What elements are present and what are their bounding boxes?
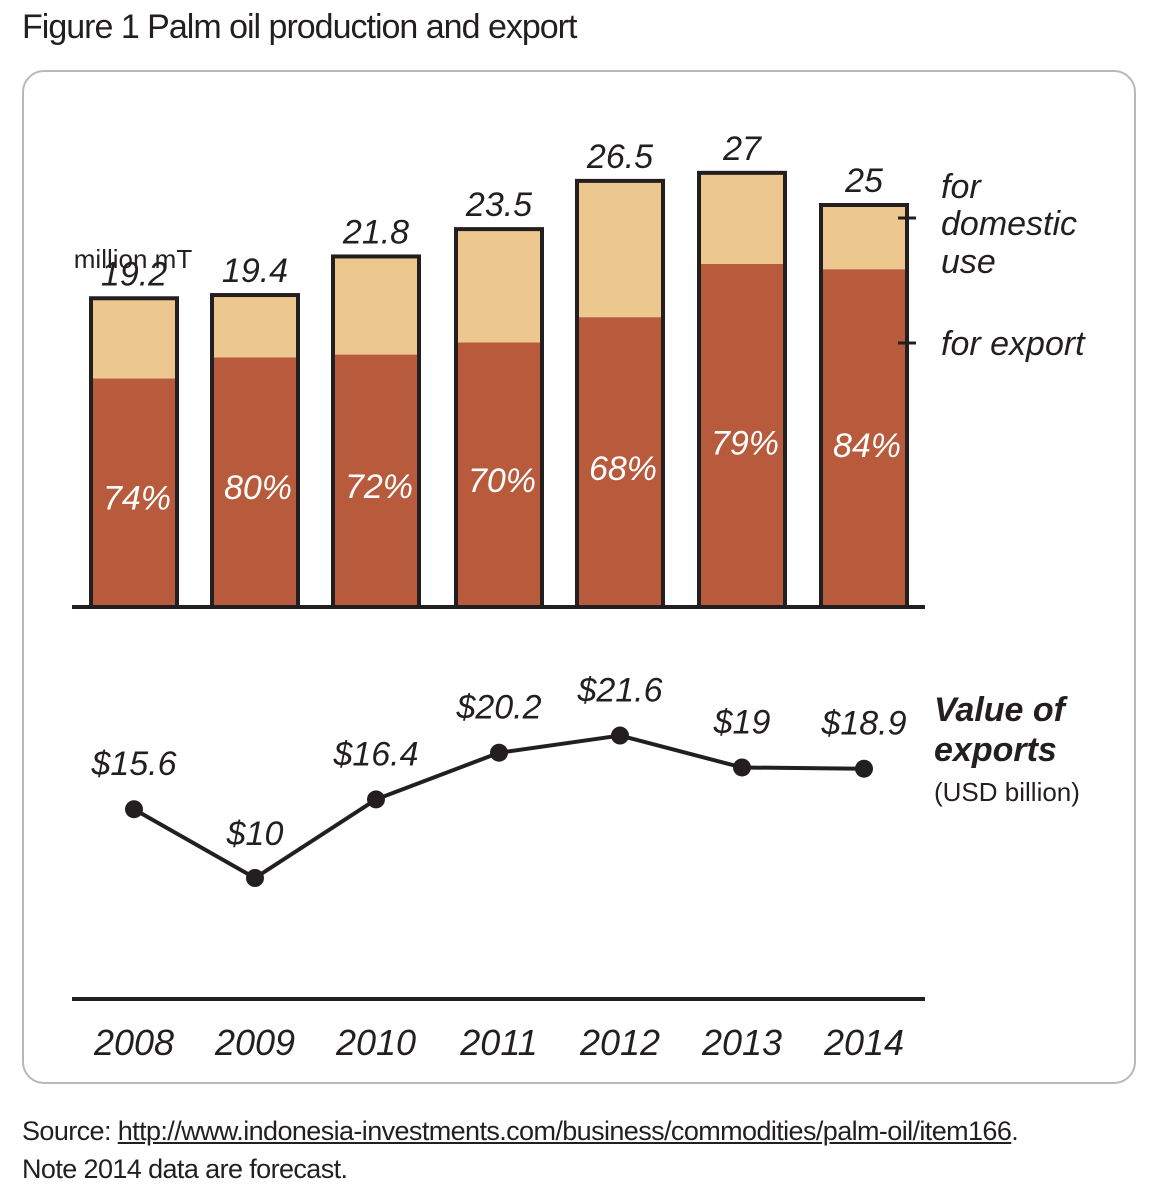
exports-value-label: $18.9	[820, 705, 906, 743]
x-tick-label: 2013	[701, 1022, 782, 1063]
exports-point	[490, 743, 508, 762]
bar-export-pct-label: 79%	[711, 424, 779, 462]
source-prefix: Source:	[22, 1116, 118, 1146]
bar-export-pct-label: 74%	[103, 479, 171, 517]
legend-export-label: for export	[941, 325, 1086, 363]
bar-domestic-segment	[577, 180, 663, 318]
exports-value-label: $19	[713, 703, 771, 741]
bar-export-pct-label: 70%	[468, 462, 536, 500]
x-tick-label: 2010	[335, 1022, 416, 1063]
source-forecast-note: Note 2014 data are forecast.	[22, 1154, 348, 1184]
exports-point	[367, 790, 385, 809]
source-suffix: .	[1011, 1116, 1019, 1146]
bar-total-label: 26.5	[586, 138, 653, 176]
bar-total-label: 21.8	[342, 213, 409, 251]
bar-domestic-segment	[699, 172, 785, 265]
bar-export-pct-label: 72%	[345, 468, 413, 506]
source-link[interactable]: http://www.indonesia-investments.com/bus…	[117, 1116, 1012, 1146]
bar-domestic-segment	[456, 229, 542, 343]
bar-domestic-segment	[821, 205, 907, 270]
x-tick-label: 2012	[579, 1022, 660, 1063]
exports-point	[855, 759, 873, 778]
bar-domestic-segment	[212, 295, 298, 358]
bar-export-segment	[333, 354, 419, 607]
exports-value-label: $10	[226, 815, 284, 853]
bar-export-pct-label: 68%	[589, 450, 657, 488]
bars-layer: 19.2 74% 19.4 80% 21.8 72% 23.5 70% 26.5 68% 27 79%…	[89, 130, 909, 609]
bar-export-segment	[91, 378, 177, 607]
bar-export-pct-label: 80%	[224, 469, 292, 507]
x-tick-label: 2008	[93, 1022, 174, 1063]
bar-total-label: 19.4	[222, 252, 288, 290]
source-note: Source: http://www.indonesia-investments…	[22, 1112, 1019, 1188]
exports-point	[611, 726, 629, 745]
unit-label-million-mt: million mT	[74, 244, 193, 274]
line-label-2: exports	[934, 731, 1057, 769]
exports-point	[733, 758, 751, 777]
legend-domestic-line-1: for	[941, 168, 982, 206]
bar-export-pct-label: 84%	[833, 427, 901, 465]
bar-export-segment	[456, 342, 542, 607]
bar-export-segment	[212, 357, 298, 607]
exports-point	[246, 869, 264, 887]
bar-export-segment	[577, 317, 663, 607]
exports-value-label: $20.2	[455, 689, 541, 727]
bar-domestic-segment	[91, 298, 177, 379]
x-tick-label: 2014	[823, 1022, 904, 1063]
bar-domestic-segment	[333, 256, 419, 355]
bar-export-segment	[821, 269, 907, 607]
x-axis-labels: 2008 2009 2010 2011 2012 2013 2014	[93, 1022, 904, 1063]
line-legend: Value of exports (USD billion)	[934, 691, 1080, 807]
exports-value-label: $16.4	[332, 735, 418, 773]
bar-total-label: 27	[722, 130, 762, 168]
line-layer: $15.6 $10 $16.4 $20.2 $21.6 $19 $18.9	[90, 672, 907, 887]
source-line: Source: http://www.indonesia-investments…	[22, 1112, 1019, 1150]
line-label-1: Value of	[934, 691, 1069, 729]
legend-domestic-line-3: use	[941, 243, 996, 281]
bar-total-label: 23.5	[465, 186, 532, 224]
exports-value-label: $21.6	[576, 672, 662, 710]
legend: for domestic use for export	[898, 168, 1086, 363]
x-tick-label: 2011	[459, 1022, 537, 1063]
bar-total-label: 25	[844, 162, 883, 200]
bar-total-label: 19.2	[101, 255, 167, 293]
legend-domestic-line-2: domestic	[941, 205, 1077, 243]
exports-value-label: $15.6	[90, 745, 176, 783]
line-unit-label: (USD billion)	[934, 777, 1080, 807]
x-tick-label: 2009	[214, 1022, 295, 1063]
exports-point	[125, 800, 143, 819]
bar-export-segment	[699, 264, 785, 607]
figure-title: Figure 1 Palm oil production and export	[22, 8, 577, 46]
